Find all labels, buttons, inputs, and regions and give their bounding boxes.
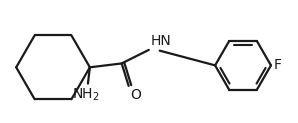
Text: O: O (131, 88, 142, 102)
Text: NH$_2$: NH$_2$ (72, 87, 100, 103)
Text: HN: HN (150, 34, 171, 48)
Text: F: F (274, 58, 282, 72)
